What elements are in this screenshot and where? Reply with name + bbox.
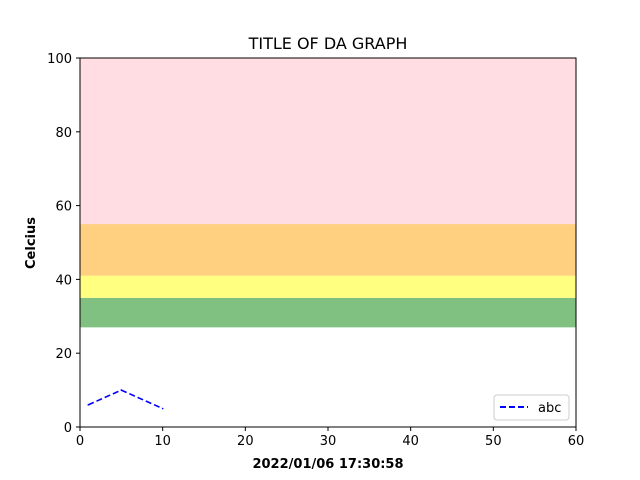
y-tick-label: 60	[55, 200, 72, 215]
band-2	[80, 224, 576, 276]
x-tick-label: 20	[237, 434, 254, 449]
x-tick-label: 10	[154, 434, 171, 449]
y-tick-label: 40	[55, 273, 72, 288]
data-point	[120, 389, 123, 391]
y-axis-label: Celcius	[24, 217, 39, 269]
x-tick-label: 0	[76, 434, 84, 449]
series-layer	[87, 389, 164, 410]
band-3	[80, 58, 576, 225]
x-tick-label: 40	[402, 434, 419, 449]
x-axis-label: 2022/01/06 17:30:58	[252, 457, 403, 472]
band-0	[80, 297, 576, 328]
x-tick-label: 50	[485, 434, 502, 449]
y-tick-label: 20	[55, 347, 72, 362]
y-tick-label: 0	[64, 421, 72, 436]
legend-box	[493, 394, 570, 421]
series-line-abc	[87, 389, 163, 410]
x-axis-ticks: 0 10 20 30 40 50 60	[76, 427, 584, 449]
x-tick-label: 60	[568, 434, 585, 449]
legend: abc	[493, 394, 570, 421]
data-point	[161, 407, 164, 410]
x-tick-label: 30	[320, 434, 337, 449]
y-tick-label: 100	[47, 52, 72, 67]
y-axis-ticks: 0 20 40 60 80 100	[47, 52, 80, 436]
band-1	[80, 275, 576, 298]
y-tick-label: 80	[55, 126, 72, 141]
legend-entry-abc: abc	[538, 401, 561, 416]
background-bands	[80, 58, 576, 328]
chart-title: TITLE OF DA GRAPH	[248, 34, 408, 53]
data-point	[87, 404, 90, 406]
